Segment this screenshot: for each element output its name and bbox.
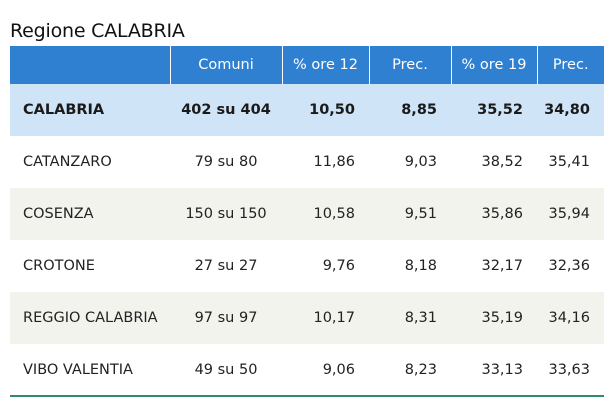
row-prec-12: 8,31 [404, 310, 437, 326]
turnout-table: Comuni % ore 12 Prec. % ore 19 Prec. CAL… [10, 46, 604, 397]
row-ore-12: 11,86 [313, 154, 355, 170]
table-row: CATANZARO 79 su 80 11,86 9,03 38,52 35,4… [10, 136, 604, 188]
row-ore-19: 32,17 [481, 258, 523, 274]
row-comuni: 150 su 150 [185, 206, 267, 222]
row-comuni: 27 su 27 [194, 258, 258, 274]
header-ore-12: % ore 12 [281, 46, 369, 84]
row-ore-19: 35,86 [481, 206, 523, 222]
row-comuni: 79 su 80 [194, 154, 258, 170]
page-title: Regione CALABRIA [10, 20, 185, 42]
row-prec-19: 34,80 [544, 102, 590, 118]
header-name [10, 46, 170, 84]
row-prec-19: 35,41 [548, 154, 590, 170]
row-ore-19: 38,52 [481, 154, 523, 170]
row-ore-12: 10,50 [309, 102, 355, 118]
row-ore-12: 10,17 [313, 310, 355, 326]
header-prec-19: Prec. [536, 46, 604, 84]
table-row: COSENZA 150 su 150 10,58 9,51 35,86 35,9… [10, 188, 604, 240]
table-row: VIBO VALENTIA 49 su 50 9,06 8,23 33,13 3… [10, 344, 604, 396]
row-name: CROTONE [23, 258, 95, 274]
row-prec-12: 8,18 [404, 258, 437, 274]
header-ore-19: % ore 19 [450, 46, 537, 84]
row-name: CALABRIA [23, 102, 105, 118]
table-row-region: CALABRIA 402 su 404 10,50 8,85 35,52 34,… [10, 84, 604, 136]
table-header-row: Comuni % ore 12 Prec. % ore 19 Prec. [10, 46, 604, 84]
row-prec-19: 32,36 [548, 258, 590, 274]
row-ore-19: 33,13 [481, 361, 523, 378]
row-prec-12: 9,03 [404, 154, 437, 170]
row-comuni: 49 su 50 [194, 361, 258, 378]
row-ore-19: 35,19 [481, 310, 523, 326]
row-prec-12: 8,85 [401, 102, 437, 118]
row-name: REGGIO CALABRIA [23, 310, 158, 326]
row-prec-19: 33,63 [548, 361, 590, 378]
row-name: VIBO VALENTIA [23, 361, 133, 378]
row-name: COSENZA [23, 206, 94, 222]
table-row: CROTONE 27 su 27 9,76 8,18 32,17 32,36 [10, 240, 604, 292]
header-comuni: Comuni [169, 46, 282, 84]
row-prec-12: 8,23 [404, 361, 437, 378]
header-prec-12: Prec. [368, 46, 451, 84]
row-prec-19: 35,94 [548, 206, 590, 222]
row-name: CATANZARO [23, 154, 112, 170]
row-prec-19: 34,16 [548, 310, 590, 326]
row-ore-19: 35,52 [477, 102, 523, 118]
row-ore-12: 9,06 [322, 361, 355, 378]
row-comuni: 97 su 97 [194, 310, 258, 326]
table-row: REGGIO CALABRIA 97 su 97 10,17 8,31 35,1… [10, 292, 604, 344]
row-ore-12: 9,76 [322, 258, 355, 274]
row-prec-12: 9,51 [404, 206, 437, 222]
row-comuni: 402 su 404 [181, 102, 271, 118]
row-ore-12: 10,58 [313, 206, 355, 222]
